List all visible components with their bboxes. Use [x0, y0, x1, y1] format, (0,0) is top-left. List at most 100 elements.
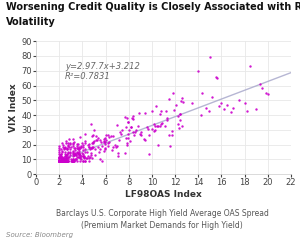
Point [61, 157, 66, 160]
Point [174, 103, 178, 106]
Point [71, 159, 76, 163]
Point [65, 159, 70, 163]
Point [168, 144, 172, 148]
Point [81, 148, 86, 152]
Point [136, 124, 140, 128]
Point [65, 153, 70, 157]
Point [86, 156, 91, 159]
Point [63, 153, 68, 157]
Point [219, 101, 224, 105]
Point [64, 159, 69, 163]
Point [248, 64, 253, 68]
Point [57, 159, 62, 163]
Point [78, 135, 82, 139]
Point [66, 157, 71, 161]
Point [61, 145, 66, 149]
Point [60, 159, 65, 163]
Point [59, 158, 64, 162]
Point [61, 159, 66, 163]
Point [124, 144, 129, 147]
Point [79, 154, 84, 158]
Point [73, 151, 78, 155]
Point [110, 148, 114, 152]
Point [118, 130, 122, 134]
Point [117, 138, 122, 142]
Point [111, 145, 116, 149]
Point [163, 124, 168, 128]
Point [83, 132, 88, 136]
Point [198, 113, 203, 117]
Point [125, 120, 130, 124]
Point [87, 142, 92, 146]
Point [116, 154, 120, 158]
Point [155, 124, 160, 128]
Point [125, 141, 130, 145]
Point [75, 142, 80, 145]
Point [124, 136, 128, 140]
Point [89, 153, 94, 157]
Point [58, 159, 62, 163]
Point [83, 159, 88, 163]
Point [74, 153, 78, 157]
Point [74, 155, 79, 159]
Point [150, 110, 154, 113]
Point [260, 87, 264, 91]
Point [228, 110, 233, 114]
Point [86, 159, 91, 163]
Point [83, 150, 88, 154]
Point [59, 147, 64, 151]
Point [59, 152, 64, 156]
Point [266, 92, 270, 96]
Point [75, 144, 80, 148]
Point [113, 143, 118, 147]
Point [80, 152, 85, 156]
Point [66, 151, 71, 155]
Point [68, 145, 73, 149]
Point [64, 157, 69, 161]
Point [61, 159, 66, 163]
Point [190, 101, 195, 105]
Point [165, 118, 170, 122]
Point [60, 159, 64, 163]
Point [57, 153, 62, 157]
Point [67, 153, 72, 157]
Point [163, 109, 168, 113]
Point [124, 125, 129, 129]
Point [73, 148, 77, 152]
Point [103, 133, 108, 137]
Point [170, 91, 175, 95]
Point [75, 146, 80, 150]
Point [70, 149, 75, 153]
Point [57, 158, 62, 162]
Point [77, 159, 82, 163]
Point [65, 155, 70, 159]
Point [70, 142, 75, 145]
Point [57, 159, 62, 163]
Point [147, 152, 152, 156]
Point [64, 141, 68, 144]
Point [61, 146, 66, 150]
Point [217, 104, 221, 108]
Point [78, 144, 83, 148]
Point [63, 139, 68, 143]
Point [76, 146, 81, 150]
Point [141, 137, 146, 141]
Point [62, 158, 67, 162]
Point [58, 159, 63, 163]
Point [69, 157, 74, 161]
Point [82, 154, 86, 158]
Point [178, 112, 183, 115]
Point [61, 155, 66, 159]
Point [76, 151, 80, 155]
Point [152, 129, 157, 133]
Point [82, 159, 87, 163]
Point [76, 145, 81, 149]
Point [82, 139, 87, 143]
Point [75, 159, 80, 163]
Point [64, 147, 69, 151]
Point [99, 159, 104, 163]
Point [70, 152, 75, 156]
X-axis label: LF98OAS Index: LF98OAS Index [125, 190, 202, 199]
Point [58, 159, 62, 163]
Point [77, 152, 82, 156]
